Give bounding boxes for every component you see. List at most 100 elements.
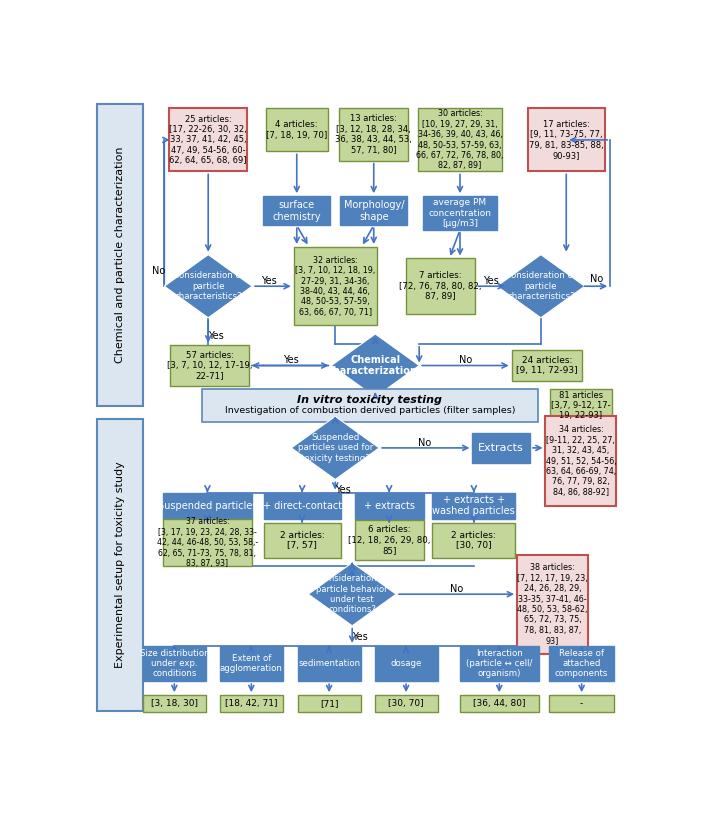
Text: average PM
concentration
[µg/m3]: average PM concentration [µg/m3] bbox=[428, 198, 491, 228]
Bar bbox=[340, 196, 407, 225]
Bar bbox=[545, 415, 616, 506]
Text: Release of
attached
components: Release of attached components bbox=[555, 649, 608, 678]
Polygon shape bbox=[497, 254, 585, 318]
Text: 4 articles:
[7, 18, 19, 70]: 4 articles: [7, 18, 19, 70] bbox=[266, 120, 328, 140]
Bar bbox=[163, 519, 252, 567]
Bar bbox=[220, 646, 283, 681]
Bar bbox=[202, 389, 537, 422]
Bar bbox=[170, 346, 249, 385]
Text: 32 articles:
[3, 7, 10, 12, 18, 19,
27-29, 31, 34-36,
38-40, 43, 44, 46,
48, 50-: 32 articles: [3, 7, 10, 12, 18, 19, 27-2… bbox=[295, 256, 375, 317]
Polygon shape bbox=[308, 563, 396, 626]
Text: Experimental setup for toxicity study: Experimental setup for toxicity study bbox=[115, 462, 125, 668]
Text: Extracts: Extracts bbox=[478, 443, 524, 453]
Bar bbox=[263, 196, 330, 225]
Bar bbox=[339, 108, 408, 161]
Text: Yes: Yes bbox=[352, 632, 368, 641]
Bar bbox=[517, 555, 588, 654]
Text: [3, 18, 30]: [3, 18, 30] bbox=[151, 699, 198, 708]
Text: 24 articles:
[9, 11, 72-93]: 24 articles: [9, 11, 72-93] bbox=[516, 356, 578, 376]
Text: 13 articles:
[3, 12, 18, 28, 34,
36, 38, 43, 44, 53,
57, 71, 80]: 13 articles: [3, 12, 18, 28, 34, 36, 38,… bbox=[335, 115, 412, 154]
Text: 34 articles:
[9-11, 22, 25, 27,
31, 32, 43, 45,
49, 51, 52, 54-56,
63, 64, 66-69: 34 articles: [9-11, 22, 25, 27, 31, 32, … bbox=[545, 425, 616, 497]
Bar bbox=[432, 523, 515, 558]
Bar bbox=[169, 108, 247, 172]
Text: Suspended particles: Suspended particles bbox=[157, 501, 257, 511]
Text: Yes: Yes bbox=[483, 276, 498, 286]
Polygon shape bbox=[331, 334, 419, 397]
Bar bbox=[406, 259, 476, 314]
Bar bbox=[163, 493, 252, 519]
Text: 2 articles:
[30, 70]: 2 articles: [30, 70] bbox=[452, 531, 496, 550]
Text: Interaction
(particle ↔ cell/
organism): Interaction (particle ↔ cell/ organism) bbox=[466, 649, 532, 678]
Text: [30, 70]: [30, 70] bbox=[389, 699, 424, 708]
Bar bbox=[143, 695, 206, 712]
Text: Yes: Yes bbox=[261, 276, 277, 286]
Bar bbox=[418, 108, 503, 172]
Text: No: No bbox=[418, 437, 431, 447]
Text: + extracts: + extracts bbox=[364, 501, 415, 511]
Text: Chemical and particle characterization: Chemical and particle characterization bbox=[115, 146, 125, 363]
Text: 37 articles:
[3, 17, 19, 23, 24, 28, 33-
42, 44, 46-48, 50, 53, 58,-
62, 65, 71-: 37 articles: [3, 17, 19, 23, 24, 28, 33-… bbox=[157, 517, 258, 568]
Text: Yes: Yes bbox=[208, 331, 224, 341]
Bar bbox=[96, 419, 143, 711]
Bar bbox=[527, 108, 605, 172]
Text: Consideration of
particle behavior
under test
conditions?: Consideration of particle behavior under… bbox=[316, 574, 388, 615]
Text: No: No bbox=[591, 273, 603, 284]
Text: surface
chemistry: surface chemistry bbox=[272, 200, 321, 222]
Text: 7 articles:
[72, 76, 78, 80, 82,
87, 89]: 7 articles: [72, 76, 78, 80, 82, 87, 89] bbox=[399, 272, 482, 301]
Bar bbox=[550, 389, 612, 422]
Text: Morphology/
shape: Morphology/ shape bbox=[343, 200, 404, 222]
Text: 17 articles:
[9, 11, 73-75, 77,
79, 81, 83-85, 88,
90-93]: 17 articles: [9, 11, 73-75, 77, 79, 81, … bbox=[529, 120, 603, 160]
Text: Consideration of
particle
characteristics?: Consideration of particle characteristic… bbox=[506, 272, 576, 301]
Bar bbox=[96, 104, 143, 406]
Bar bbox=[266, 108, 328, 151]
Text: Investigation of combustion derived particles (filter samples): Investigation of combustion derived part… bbox=[225, 406, 515, 415]
Text: Chemical
characterization?: Chemical characterization? bbox=[328, 354, 423, 376]
Text: 81 articles
[3,7, 9-12, 17-
19, 22-93]: 81 articles [3,7, 9-12, 17- 19, 22-93] bbox=[551, 391, 610, 420]
Text: [71]: [71] bbox=[320, 699, 338, 708]
Text: dosage: dosage bbox=[391, 659, 422, 668]
Text: In vitro toxicity testing: In vitro toxicity testing bbox=[297, 395, 442, 405]
Bar bbox=[264, 523, 340, 558]
Bar bbox=[354, 493, 424, 519]
Bar bbox=[298, 695, 361, 712]
Text: [36, 44, 80]: [36, 44, 80] bbox=[473, 699, 525, 708]
Text: [18, 42, 71]: [18, 42, 71] bbox=[225, 699, 278, 708]
Text: 57 articles:
[3, 7, 10, 12, 17-19,
22-71]: 57 articles: [3, 7, 10, 12, 17-19, 22-71… bbox=[167, 350, 252, 380]
Text: + extracts +
washed particles: + extracts + washed particles bbox=[432, 495, 515, 516]
Text: + direct-contact: + direct-contact bbox=[262, 501, 342, 511]
Bar bbox=[423, 196, 496, 230]
Bar bbox=[432, 493, 515, 519]
Bar bbox=[472, 433, 530, 463]
Text: 25 articles:
[17, 22-26, 30, 32,
33, 37, 41, 42, 45,
47, 49, 54-56, 60-
62, 64, : 25 articles: [17, 22-26, 30, 32, 33, 37,… bbox=[169, 115, 247, 165]
Text: Yes: Yes bbox=[335, 485, 351, 495]
Bar bbox=[354, 520, 424, 560]
Text: sedimentation: sedimentation bbox=[298, 659, 360, 668]
Polygon shape bbox=[164, 254, 252, 318]
Text: 6 articles:
[12, 18, 26, 29, 80,
85]: 6 articles: [12, 18, 26, 29, 80, 85] bbox=[348, 525, 430, 555]
Text: 30 articles:
[10, 19, 27, 29, 31,
34-36, 39, 40, 43, 46,
48, 50-53, 57-59, 63,
6: 30 articles: [10, 19, 27, 29, 31, 34-36,… bbox=[416, 110, 503, 171]
Text: Consideration of
particle
characteristics?: Consideration of particle characteristic… bbox=[173, 272, 244, 301]
Bar bbox=[460, 646, 539, 681]
Text: Suspended
particles used for
toxicity testing?: Suspended particles used for toxicity te… bbox=[298, 433, 373, 463]
Bar bbox=[549, 646, 614, 681]
Text: 38 articles:
[7, 12, 17, 19, 23,
24, 26, 28, 29,
33-35, 37-41, 46-
48, 50, 53, 5: 38 articles: [7, 12, 17, 19, 23, 24, 26,… bbox=[517, 563, 588, 646]
Text: No: No bbox=[450, 584, 464, 593]
Polygon shape bbox=[291, 416, 379, 480]
Text: 2 articles:
[7, 57]: 2 articles: [7, 57] bbox=[280, 531, 325, 550]
Bar bbox=[220, 695, 283, 712]
Text: Yes: Yes bbox=[283, 355, 298, 365]
Bar bbox=[264, 493, 340, 519]
Bar bbox=[460, 695, 539, 712]
Bar bbox=[512, 350, 582, 381]
Bar bbox=[549, 695, 614, 712]
Text: -: - bbox=[580, 699, 584, 708]
Text: Extent of
agglomeration: Extent of agglomeration bbox=[220, 654, 283, 673]
Bar bbox=[143, 646, 206, 681]
Text: Size distribution
under exp.
conditions: Size distribution under exp. conditions bbox=[140, 649, 209, 678]
Bar bbox=[374, 695, 437, 712]
Text: No: No bbox=[152, 266, 164, 276]
Text: No: No bbox=[459, 355, 472, 365]
Bar bbox=[374, 646, 437, 681]
Bar bbox=[298, 646, 361, 681]
Bar bbox=[294, 247, 377, 325]
